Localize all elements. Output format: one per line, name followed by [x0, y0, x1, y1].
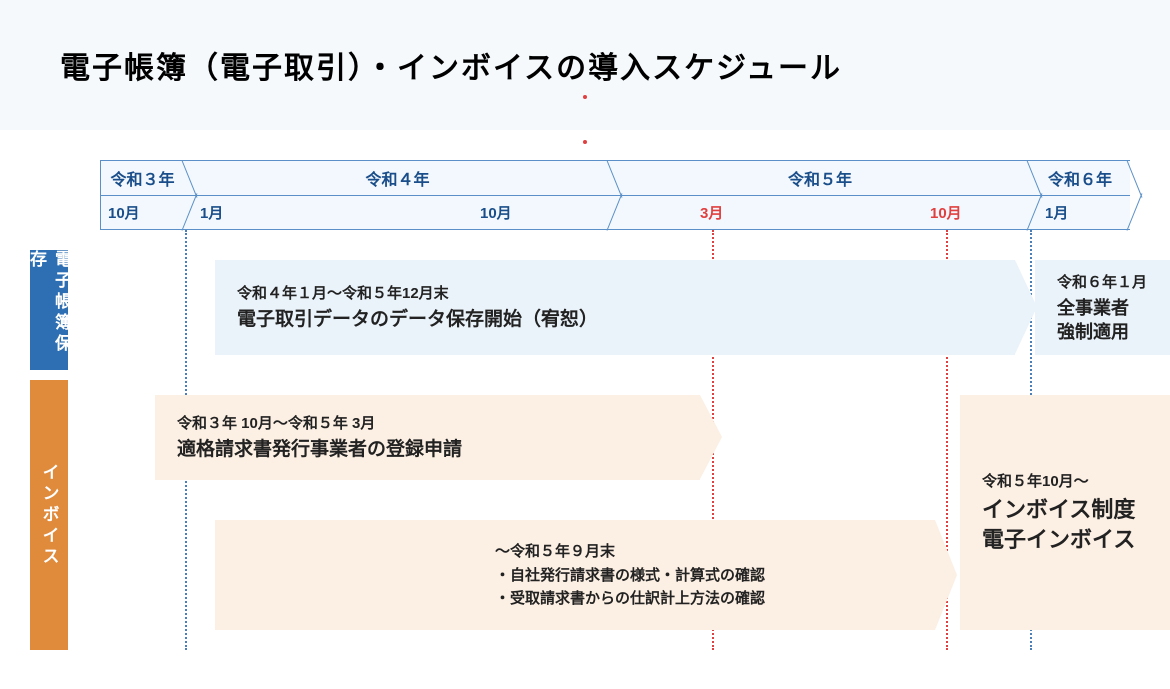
- bar-invoice-seido: 令和５年10月～ インボイス制度 電子インボイス: [960, 395, 1170, 630]
- bar-mainlabel: 適格請求書発行事業者の登録申請: [177, 437, 670, 463]
- timeline-month-label: 1月: [1045, 202, 1068, 223]
- timeline-year-label: 令和６年: [1030, 166, 1130, 190]
- bar-sublabel: ～令和５年９月末: [495, 540, 905, 561]
- bar-mainlabel: インボイス制度 電子インボイス: [982, 495, 1160, 554]
- bar-line: ・自社発行請求書の様式・計算式の確認: [495, 565, 905, 588]
- bar-invoice-kakunin: ～令和５年９月末・自社発行請求書の様式・計算式の確認・受取請求書からの仕訳計上方…: [215, 520, 935, 630]
- page-title: 電子帳簿（電子取引）・インボイスの導入スケジュール: [60, 43, 842, 87]
- bar-denshi-kyosei: 令和６年１月全事業者 強制適用: [1035, 260, 1170, 355]
- bar-sublabel: 令和３年 10月～令和５年 3月: [177, 412, 670, 433]
- row-label-denshi: 電子帳簿保存: [30, 250, 68, 370]
- bar-invoice-touroku: 令和３年 10月～令和５年 3月適格請求書発行事業者の登録申請: [155, 395, 700, 480]
- bar-sublabel: 令和５年10月～: [982, 470, 1160, 491]
- bar-line: ・受取請求書からの仕訳計上方法の確認: [495, 588, 905, 611]
- timeline-year-label: 令和４年: [185, 166, 610, 190]
- bar-sublabel: 令和４年１月～令和５年12月末: [237, 282, 985, 303]
- timeline-year-label: 令和５年: [610, 166, 1030, 190]
- timeline-month-label: 10月: [108, 202, 140, 223]
- timeline-year-label: 令和３年: [100, 166, 185, 190]
- timeline-month-label: 10月: [480, 202, 512, 223]
- timeline-chart: 令和３年令和４年令和５年令和６年 10月 1月 10月 3月 10月 1月電子帳簿保存インボ…: [30, 160, 1140, 650]
- timeline-month-label: 3月: [700, 202, 723, 223]
- title-bar: 電子帳簿（電子取引）・インボイスの導入スケジュール: [0, 0, 1170, 130]
- bar-sublabel: 令和６年１月: [1057, 271, 1160, 292]
- bar-mainlabel: 電子取引データのデータ保存開始（宥恕）: [237, 307, 985, 333]
- decorative-dot: [583, 140, 587, 144]
- bar-denshi-yuuyo: 令和４年１月～令和５年12月末電子取引データのデータ保存開始（宥恕）: [215, 260, 1015, 355]
- decorative-dot: [583, 95, 587, 99]
- bar-mainlabel: 全事業者 強制適用: [1057, 296, 1160, 345]
- timeline-month-label: 10月: [930, 202, 962, 223]
- row-label-invoice: インボイス: [30, 380, 68, 650]
- timeline-month-label: 1月: [200, 202, 223, 223]
